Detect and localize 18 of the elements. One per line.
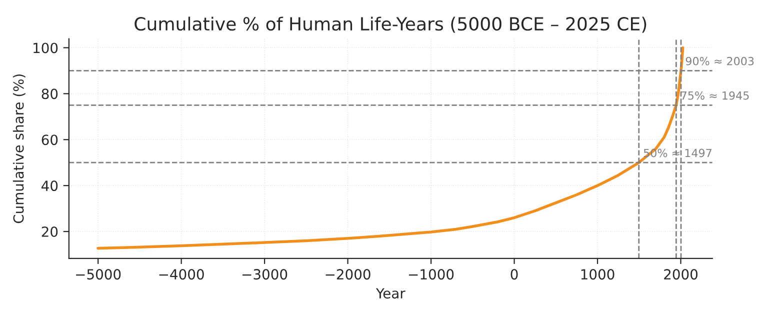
x-tick-label: −3000 [242,269,288,280]
x-axis-title: Year [376,288,406,299]
x-tick-label: 2000 [664,269,698,280]
x-tick-label: −5000 [76,269,121,280]
x-tick-label: −2000 [326,269,370,280]
x-tick-label: 0 [510,269,518,280]
x-tick-label: 1000 [581,269,614,280]
x-tick-label: −1000 [409,269,454,280]
x-tick-label: −4000 [159,269,204,280]
y-tick-label: 100 [34,42,58,54]
y-tick-label: 80 [42,88,58,100]
y-tick-label: 20 [42,226,58,237]
annotation: 75% ≈ 1945 [681,91,749,100]
y-tick-label: 40 [42,180,58,192]
chart-title: Cumulative % of Human Life-Years (5000 BCE – 2025 CE) [134,16,646,33]
annotation: 90% ≈ 2003 [686,56,754,66]
y-axis-title: Cumulative share (%) [13,74,26,224]
y-tick-label: 60 [42,134,58,146]
